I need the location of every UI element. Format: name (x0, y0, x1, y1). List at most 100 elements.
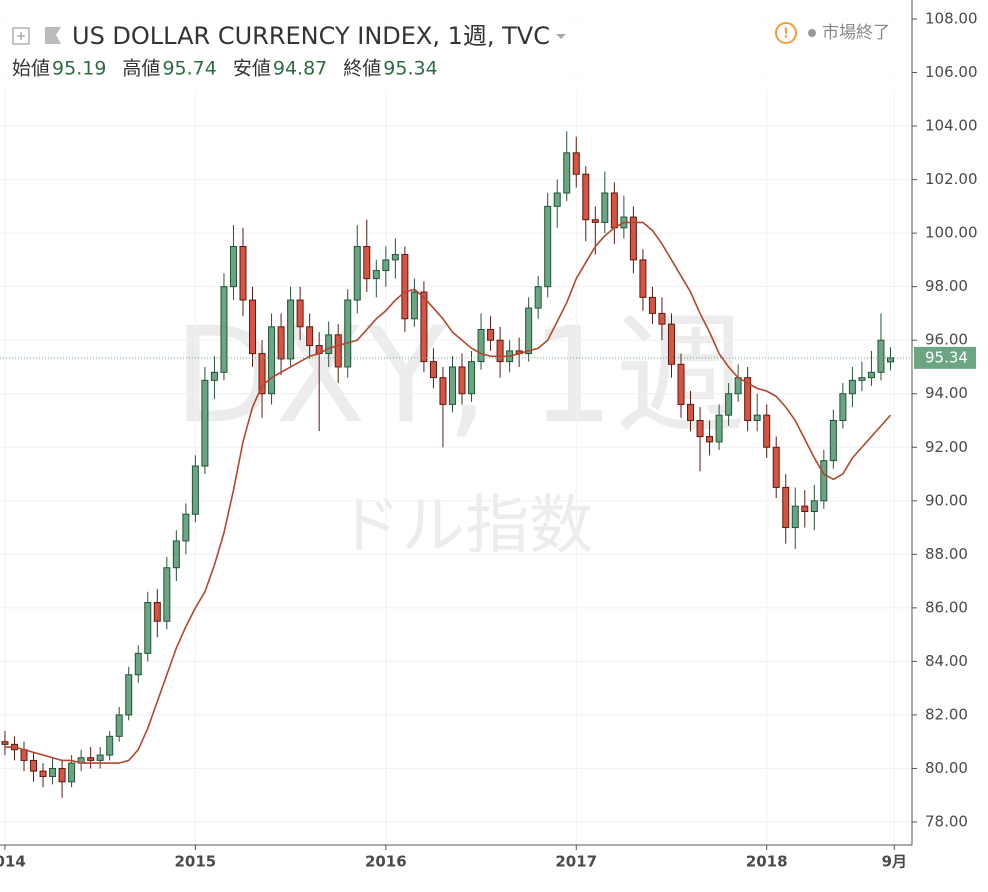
candle (772, 436, 780, 499)
ohlc-value: 95.19 (52, 58, 106, 80)
ohlc-value: 95.74 (162, 58, 216, 80)
candle-body (667, 323, 675, 365)
candle-body (106, 735, 114, 756)
candle (296, 286, 304, 341)
candle (858, 361, 866, 392)
y-tick-label: 96.00 (925, 331, 968, 349)
candle (791, 487, 799, 549)
candle-body (220, 286, 228, 373)
candle (191, 455, 199, 523)
candle (391, 238, 399, 279)
y-tick-label: 82.00 (925, 705, 968, 723)
candle (210, 356, 218, 400)
candle-body (601, 192, 609, 223)
candle-body (210, 371, 218, 381)
candle (306, 313, 314, 359)
moving-average (4, 221, 892, 764)
candle (334, 324, 342, 384)
candle-body (782, 486, 790, 529)
candle-body (325, 334, 333, 355)
candle-body (801, 505, 809, 512)
candle-body (191, 465, 199, 515)
candle (30, 752, 38, 782)
candle-body (229, 246, 237, 288)
candle-body (772, 446, 780, 488)
candle-body (696, 419, 704, 438)
candle-body (353, 246, 361, 301)
candle (629, 206, 637, 274)
candle-body (334, 334, 342, 368)
last-price-tag (914, 346, 976, 369)
status-icon[interactable] (775, 22, 797, 44)
candle (534, 275, 542, 319)
candle (77, 749, 85, 772)
candle (20, 741, 28, 772)
candle (810, 484, 818, 531)
add-icon[interactable] (12, 27, 30, 45)
candle (382, 246, 390, 287)
candle-body (763, 414, 771, 448)
dropdown-arrow[interactable] (556, 34, 566, 39)
candle (144, 591, 152, 662)
flag-icon[interactable] (45, 27, 61, 44)
candle-body (791, 505, 799, 529)
candle (325, 321, 333, 367)
candle-body (306, 326, 314, 347)
y-tick-label: 104.00 (925, 117, 978, 135)
candle-body (734, 377, 742, 395)
candle-body (563, 152, 571, 194)
ohlc-label: 始値 (12, 58, 50, 80)
candle-body (867, 371, 875, 379)
y-tick-label: 86.00 (925, 598, 968, 616)
candle-body (448, 366, 456, 405)
candle-body (125, 674, 133, 716)
candle (648, 286, 656, 325)
y-tick-label: 78.00 (925, 812, 968, 830)
candle (277, 313, 285, 375)
candle (658, 297, 666, 341)
candle (782, 474, 790, 544)
ohlc-legend: 始値 95.19 高値 95.74 安値 94.87 終値 95.34 (12, 58, 438, 80)
candle (49, 757, 57, 785)
candle-body (363, 246, 371, 280)
candle (344, 289, 352, 378)
candle (677, 353, 685, 418)
last-price-label: 95.34 (925, 348, 968, 366)
y-tick-label: 88.00 (925, 545, 968, 563)
ohlc-value: 94.87 (273, 58, 327, 80)
candle (468, 350, 476, 402)
candle (763, 404, 771, 458)
x-tick-label: 2015 (175, 853, 217, 871)
candle-body (753, 414, 761, 421)
candle (182, 503, 190, 555)
candle (172, 530, 180, 582)
candle-body (96, 754, 104, 761)
candle (410, 278, 418, 327)
candle (487, 316, 495, 351)
candle-body (629, 216, 637, 261)
candle-body (829, 419, 837, 462)
candle (877, 313, 885, 381)
candle (753, 393, 761, 432)
candle (372, 259, 380, 298)
candle (363, 219, 371, 293)
candle-body (572, 152, 580, 175)
candle (553, 179, 561, 228)
candle (544, 192, 552, 298)
y-tick-label: 108.00 (925, 10, 978, 28)
candle (820, 449, 828, 509)
candle-body (429, 361, 437, 379)
candle-body (115, 714, 123, 737)
candle-body (439, 377, 447, 405)
candle-body (458, 366, 466, 395)
candle (401, 246, 409, 333)
candle-body (820, 460, 828, 502)
candle-body (401, 254, 409, 320)
candle (725, 383, 733, 426)
y-tick-label: 80.00 (925, 759, 968, 777)
candle-body (410, 291, 418, 320)
x-tick-label: 2014 (0, 853, 26, 871)
candle (153, 589, 161, 638)
candle-body (715, 414, 723, 443)
candle (706, 420, 714, 456)
